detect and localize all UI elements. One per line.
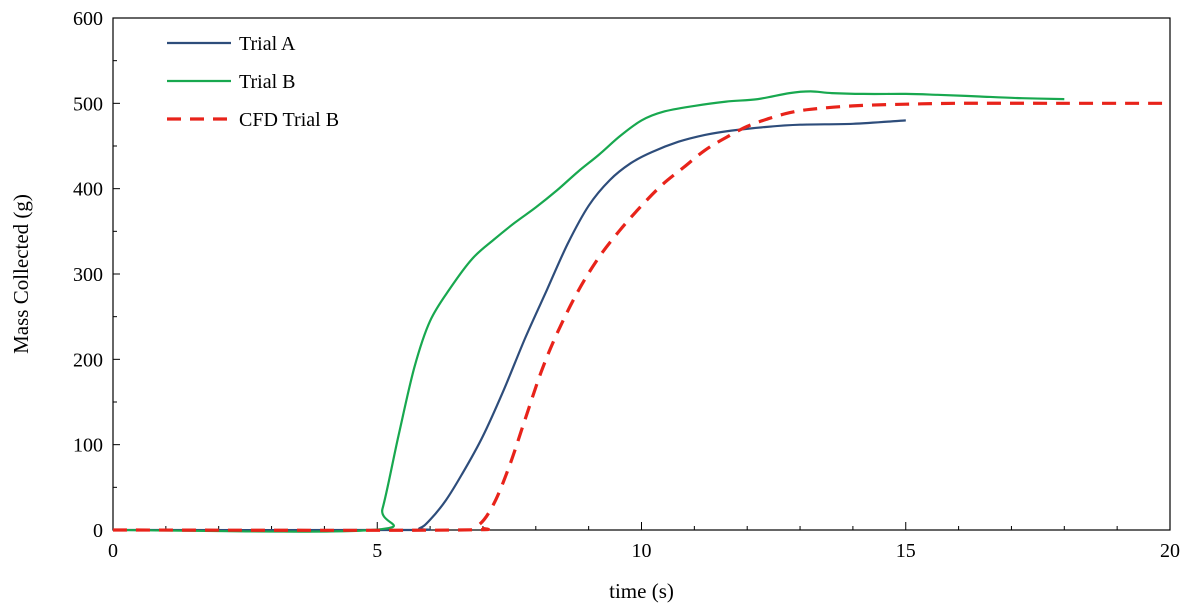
x-tick-label: 20 <box>1160 540 1180 562</box>
series-line-trial-a <box>112 119 906 532</box>
legend-label: Trial B <box>239 71 296 93</box>
plot-frame <box>112 17 1171 531</box>
y-tick-label: 500 <box>73 93 103 115</box>
x-tick-label: 10 <box>632 540 652 562</box>
series-line-cfd-trial-b <box>112 101 1170 532</box>
y-tick-label: 600 <box>73 8 103 30</box>
plot-area <box>112 17 1171 531</box>
y-tick-label: 100 <box>73 435 103 457</box>
y-axis-title: Mass Collected (g) <box>9 194 33 354</box>
y-tick-label: 200 <box>73 349 103 371</box>
y-tick-label: 400 <box>73 179 103 201</box>
y-axis: 0 100 200 300 400 500 600 <box>73 8 120 542</box>
y-tick-label: 300 <box>73 264 103 286</box>
series-line-trial-b <box>112 90 1065 533</box>
x-axis: 0 5 10 15 20 <box>108 522 1180 562</box>
x-tick-label: 5 <box>372 540 382 562</box>
y-tick-label: 0 <box>93 520 103 542</box>
legend-label: CFD Trial B <box>239 109 339 131</box>
series-lines <box>112 90 1170 533</box>
x-axis-title: time (s) <box>609 579 674 603</box>
legend-label: Trial A <box>239 33 296 55</box>
x-tick-label: 15 <box>896 540 916 562</box>
legend: Trial A Trial B CFD Trial B <box>167 33 339 131</box>
x-tick-label: 0 <box>108 540 118 562</box>
